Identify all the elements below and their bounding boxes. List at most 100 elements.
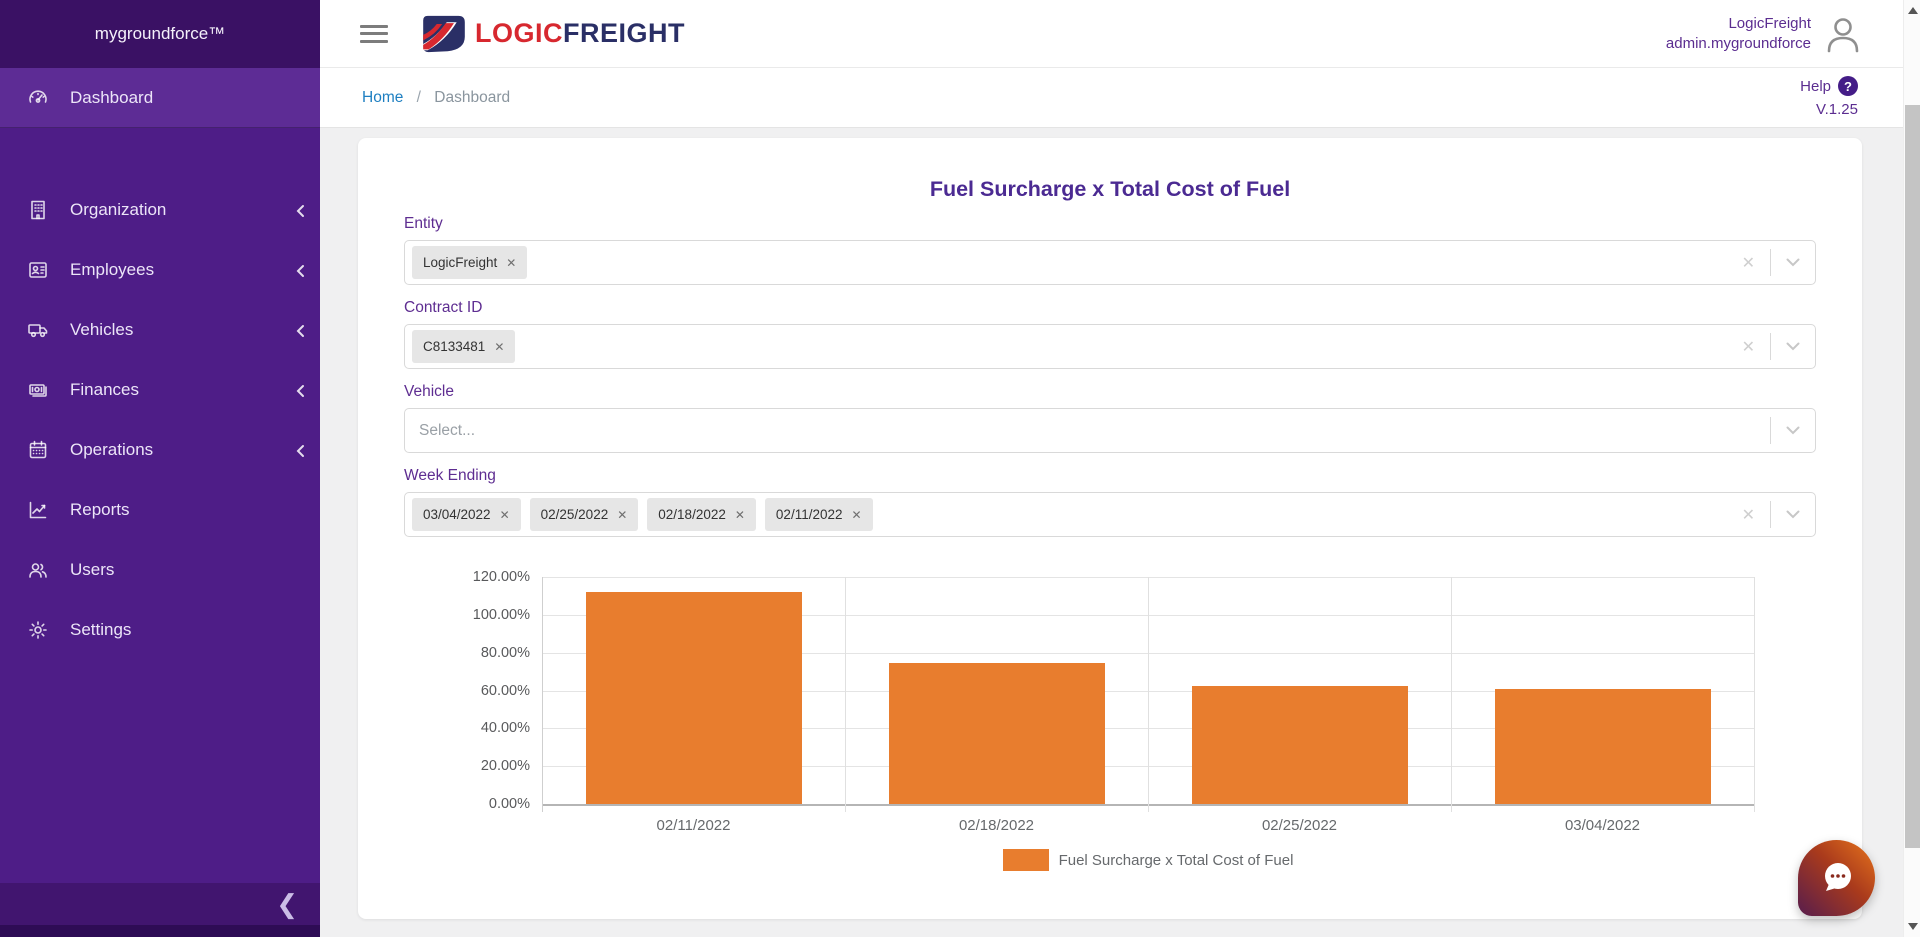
chip-remove-icon[interactable]: ✕ [617,507,628,522]
chevron-left-icon [294,383,306,397]
multiselect-input[interactable]: LogicFreight ✕ ✕ [404,240,1816,285]
sidebar-item-operations[interactable]: Operations [0,420,320,480]
legend-label: Fuel Surcharge x Total Cost of Fuel [1058,851,1294,869]
sidebar-item-vehicles[interactable]: Vehicles [0,300,320,360]
category-gridline [1754,577,1755,812]
sidebar-item-employees[interactable]: Employees [0,240,320,300]
page-scrollbar[interactable] [1903,0,1920,937]
x-axis-label: 02/18/2022 [958,817,1035,834]
topbar: LOGICFREIGHT LogicFreight admin.myground… [320,0,1903,68]
gauge-icon [27,87,49,109]
dashboard-card: Fuel Surcharge x Total Cost of Fuel Enti… [358,138,1862,919]
sidebar-item-organization[interactable]: Organization [0,180,320,240]
hamburger-menu-icon[interactable] [360,20,388,47]
sidebar-item-label: Operations [70,440,154,459]
sidebar-bottom-strip [0,925,320,937]
chip-remove-icon[interactable]: ✕ [506,255,517,270]
clear-selection-icon[interactable]: ✕ [1741,506,1755,524]
breadcrumb-home-link[interactable]: Home [362,88,404,106]
brand-text: mygroundforce™ [94,24,226,43]
chip-remove-icon[interactable]: ✕ [499,507,510,522]
bar-03/04/2022[interactable] [1494,688,1711,804]
account-user: admin.mygroundforce [1665,34,1811,52]
chevron-left-icon [294,203,306,217]
sidebar-item-settings[interactable]: Settings [0,600,320,660]
y-axis-tick-label: 120.00% [472,569,530,585]
version-label: V.1.25 [1816,100,1858,118]
chart-plot-area [542,577,1755,812]
scrollbar-thumb[interactable] [1905,105,1920,848]
user-avatar-icon[interactable] [1823,14,1863,54]
account-name: LogicFreight [1728,14,1811,32]
chevron-left-icon [294,443,306,457]
y-axis-tick-label: 100.00% [472,606,530,623]
sidebar-brand: mygroundforce™ [0,0,320,68]
y-axis-tick-label: 40.00% [480,720,530,737]
multiselect-input[interactable]: 03/04/2022 ✕ 02/25/2022 ✕ 02/18/2022 ✕ 02/11/2… [404,492,1816,537]
control-divider [1770,501,1771,528]
chevron-left-icon [294,263,306,277]
truck-icon [27,319,49,341]
clear-selection-icon[interactable]: ✕ [1741,338,1755,356]
chip-remove-icon[interactable]: ✕ [851,507,862,522]
sidebar-item-label: Vehicles [70,320,134,339]
category-gridline [1148,577,1149,812]
app-logo: LOGICFREIGHT [422,15,685,53]
sidebar: mygroundforce™ Dashboard Organization Empl… [0,0,320,937]
multiselect-input[interactable]: C8133481 ✕ ✕ [404,324,1816,369]
breadcrumb: Home / Dashboard [362,89,510,107]
clear-selection-icon[interactable]: ✕ [1741,254,1755,272]
chevron-left-icon [294,323,306,337]
chip-remove-icon[interactable]: ✕ [734,507,745,522]
category-gridline [1451,577,1452,812]
help-link[interactable]: Help ? [1800,75,1858,98]
selected-chip: 03/04/2022 ✕ [412,498,521,531]
selected-chip: LogicFreight ✕ [412,246,528,279]
chevron-down-icon[interactable] [1771,426,1815,435]
sidebar-collapse-icon[interactable]: ❮ [276,889,298,919]
sidebar-footer: ❮ [0,883,320,925]
help-question-icon[interactable]: ? [1838,76,1858,96]
control-divider [1770,417,1771,444]
category-gridline [845,577,846,812]
main-area: LOGICFREIGHT LogicFreight admin.myground… [320,0,1903,919]
x-axis-label: 02/11/2022 [656,817,731,834]
bar-02/11/2022[interactable] [585,592,802,804]
sidebar-item-users[interactable]: Users [0,540,320,600]
chip-remove-icon[interactable]: ✕ [494,339,505,354]
sidebar-item-label: Reports [70,500,130,519]
bar-02/18/2022[interactable] [888,662,1105,804]
gear-icon [27,619,49,641]
id-card-icon [27,259,49,281]
multiselect-input[interactable]: Select... [404,408,1816,453]
calendar-icon [27,439,49,461]
y-axis-tick-label: 80.00% [480,644,530,661]
sidebar-item-label: Dashboard [70,87,154,107]
bar-02/25/2022[interactable] [1191,686,1408,804]
breadcrumb-bar: Home / Dashboard Help ? V.1.25 [320,68,1903,128]
filter-label: Week Ending [404,467,496,484]
scrollbar-up-arrow-icon[interactable] [1908,7,1918,14]
chat-support-button[interactable] [1798,840,1875,916]
logo-wordmark: LOGICFREIGHT [475,18,685,48]
building-icon [27,199,49,221]
chevron-down-icon[interactable] [1771,510,1815,519]
logo-mark-icon [423,15,465,52]
sidebar-item-reports[interactable]: Reports [0,480,320,540]
x-axis-label: 02/25/2022 [1261,817,1338,834]
chevron-down-icon[interactable] [1771,342,1815,351]
sidebar-item-label: Settings [70,620,132,639]
selected-chip: 02/11/2022 ✕ [764,498,873,531]
sidebar-item-finances[interactable]: Finances [0,360,320,420]
filter-label: Contract ID [404,299,483,316]
user-account-box[interactable]: LogicFreight admin.mygroundforce [1666,14,1903,54]
filter-field-entity: Entity LogicFreight ✕ ✕ [404,214,1816,285]
scrollbar-down-arrow-icon[interactable] [1908,923,1918,930]
breadcrumb-current: Dashboard [434,88,511,106]
banknote-icon [27,379,49,401]
chevron-down-icon[interactable] [1771,258,1815,267]
y-axis-tick-label: 20.00% [480,758,530,775]
legend-swatch [1002,849,1049,871]
filter-field-week-ending: Week Ending 03/04/2022 ✕ 02/25/2022 ✕ 02/18/2… [404,466,1816,537]
sidebar-item-dashboard[interactable]: Dashboard [0,68,320,128]
